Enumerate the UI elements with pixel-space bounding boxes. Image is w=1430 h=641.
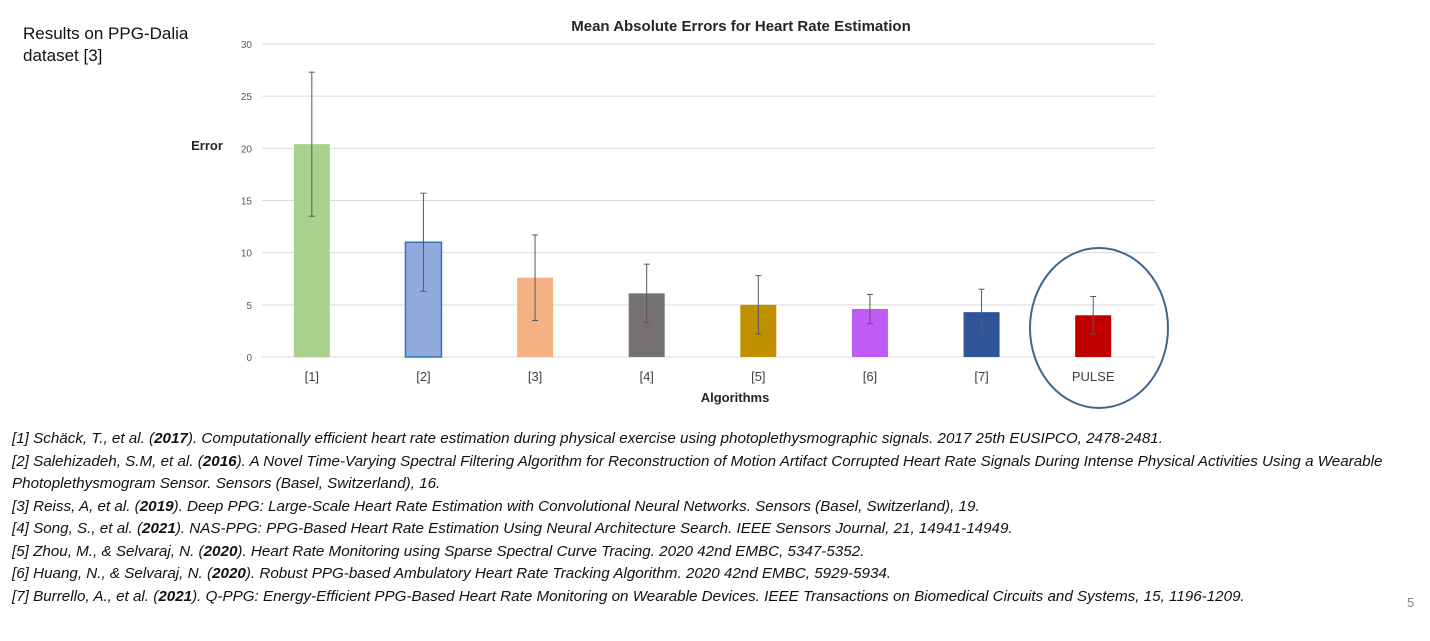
- reference-6: [6] Huang, N., & Selvaraj, N. (2020). Ro…: [12, 563, 1422, 586]
- references-list: [1] Schäck, T., et al. (2017). Computati…: [12, 428, 1422, 608]
- x-tick-label: [7]: [974, 369, 988, 384]
- reference-authors: [5] Zhou, M., & Selvaraj, N. (: [12, 542, 204, 560]
- y-tick-label: 0: [246, 353, 252, 364]
- reference-5: [5] Zhou, M., & Selvaraj, N. (2020). Hea…: [12, 541, 1422, 564]
- x-tick-label: [3]: [528, 369, 542, 384]
- y-tick-label: 20: [241, 144, 253, 155]
- x-tick-label: [5]: [751, 369, 765, 384]
- error-bar: [643, 263, 650, 324]
- x-tick-label: PULSE: [1072, 369, 1115, 384]
- grid-lines: [262, 43, 1155, 358]
- x-axis-label: Algorithms: [701, 390, 770, 405]
- reference-year: 2020: [212, 565, 246, 582]
- reference-authors: [7] Burrello, A., et al. (: [12, 587, 159, 605]
- reference-authors: [1] Schäck, T., et al. (: [12, 430, 155, 447]
- x-axis-ticks: [1] [2] [3] [4] [5] [6] [7] PULSE: [305, 369, 1115, 384]
- error-bar: [755, 275, 762, 335]
- reference-title: ). Robust PPG-based Ambulatory Heart Rat…: [245, 565, 892, 582]
- reference-2: [2] Salehizadeh, S.M, et al. (2016). A N…: [12, 451, 1422, 496]
- reference-title: ). Q-PPG: Energy-Efficient PPG-Based Hea…: [192, 587, 1245, 605]
- reference-4: [4] Song, S., et al. (2021). NAS-PPG: PP…: [12, 518, 1422, 541]
- bars: [293, 144, 1112, 358]
- reference-authors: [6] Huang, N., & Selvaraj, N. (: [12, 565, 213, 582]
- reference-title: ). Deep PPG: Large-Scale Heart Rate Esti…: [173, 497, 980, 515]
- reference-year: 2016: [202, 452, 237, 470]
- y-tick-label: 30: [241, 40, 253, 51]
- error-bar: [420, 192, 427, 292]
- page-number: 5: [1407, 595, 1415, 610]
- reference-title: ). Computationally efficient heart rate …: [187, 430, 1163, 447]
- y-tick-label: 25: [241, 92, 253, 103]
- error-bar: [978, 288, 985, 336]
- error-bars: [308, 71, 1097, 336]
- y-tick-label: 10: [241, 249, 253, 260]
- reference-title: ). Heart Rate Monitoring using Sparse Sp…: [237, 542, 865, 560]
- error-bar: [866, 293, 873, 325]
- y-tick-label: 15: [241, 197, 253, 208]
- x-tick-label: [1]: [305, 369, 319, 384]
- reference-authors: [4] Song, S., et al. (: [12, 520, 143, 537]
- x-tick-label: [4]: [639, 369, 653, 384]
- reference-year: 2017: [154, 430, 188, 447]
- reference-authors: [3] Reiss, A, et al. (: [12, 497, 140, 515]
- reference-year: 2020: [203, 542, 238, 560]
- reference-3: [3] Reiss, A, et al. (2019). Deep PPG: L…: [12, 496, 1422, 519]
- reference-year: 2021: [158, 587, 193, 605]
- reference-1: [1] Schäck, T., et al. (2017). Computati…: [12, 428, 1422, 451]
- side-note: Results on PPG-Dalia dataset [3]: [23, 24, 189, 65]
- y-tick-label: 5: [246, 301, 252, 312]
- reference-7: [7] Burrello, A., et al. (2021). Q-PPG: …: [12, 586, 1422, 609]
- chart-title: Mean Absolute Errors for Heart Rate Esti…: [571, 18, 911, 35]
- reference-year: 2019: [139, 497, 174, 515]
- highlight-circle: [1029, 247, 1169, 409]
- y-axis-label: Error: [191, 138, 223, 153]
- x-tick-label: [2]: [416, 369, 430, 384]
- error-bar: [532, 234, 539, 321]
- error-bar: [308, 71, 315, 217]
- reference-authors: [2] Salehizadeh, S.M, et al. (: [12, 452, 203, 470]
- x-tick-label: [6]: [863, 369, 877, 384]
- error-bar: [1090, 295, 1097, 335]
- reference-title: ). NAS-PPG: PPG-Based Heart Rate Estimat…: [175, 520, 1013, 537]
- y-axis-ticks: 0 5 10 15 20 25 30: [241, 40, 253, 364]
- reference-title: ). A Novel Time-Varying Spectral Filteri…: [12, 452, 1383, 493]
- reference-year: 2021: [142, 520, 176, 537]
